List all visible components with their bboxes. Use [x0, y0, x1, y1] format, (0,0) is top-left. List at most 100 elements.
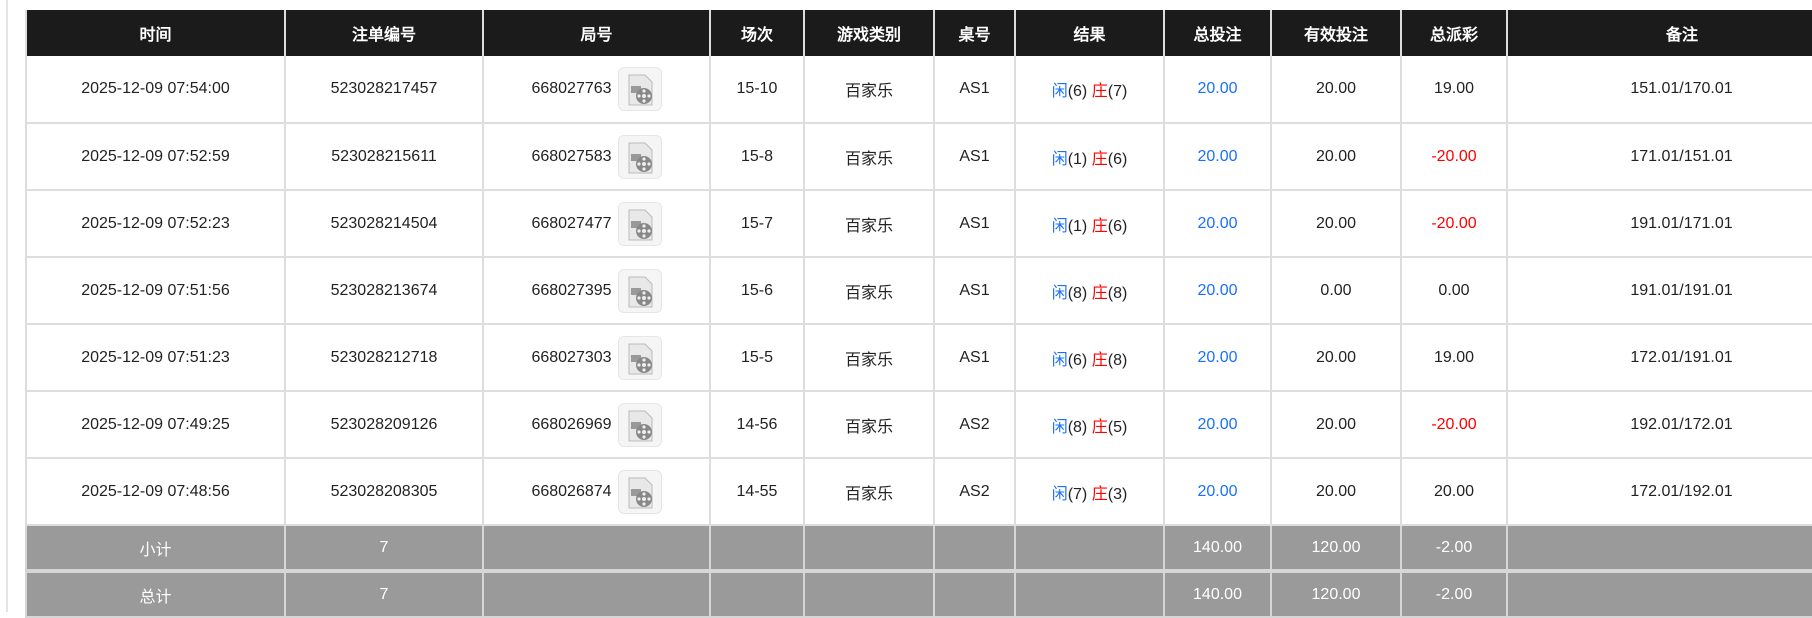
total-row: 总计 7 140.00 120.00 -2.00 — [25, 571, 1812, 618]
empty-cell — [933, 571, 1016, 618]
cell-total-bet[interactable]: 20.00 — [1163, 56, 1272, 124]
table-row: 2025-12-09 07:54:00 523028217457 6680277… — [25, 56, 1812, 124]
cell-payout: -20.00 — [1400, 391, 1508, 459]
cell-result: 闲(7) 庄(3) — [1014, 458, 1165, 526]
video-replay-icon[interactable] — [617, 134, 662, 179]
cell-shoe: 14-55 — [709, 458, 805, 526]
header-game-type[interactable]: 游戏类别 — [803, 10, 934, 56]
header-table[interactable]: 桌号 — [933, 10, 1015, 56]
cell-time: 2025-12-09 07:48:56 — [25, 458, 286, 526]
header-result[interactable]: 结果 — [1014, 10, 1164, 56]
video-replay-icon[interactable] — [617, 67, 662, 111]
player-score: (1) — [1067, 217, 1088, 235]
player-score: (1) — [1067, 150, 1088, 168]
player-label: 闲 — [1051, 351, 1068, 369]
summary-count: 7 — [284, 525, 484, 573]
cell-note: 192.01/172.01 — [1506, 391, 1812, 459]
cell-payout: -20.00 — [1400, 123, 1508, 191]
cell-round: 668027303 — [482, 324, 711, 392]
summary-payout: -2.00 — [1400, 525, 1508, 573]
cell-table: AS1 — [933, 190, 1016, 258]
player-label: 闲 — [1051, 83, 1068, 100]
cell-note: 172.01/191.01 — [1506, 324, 1812, 392]
cell-valid-bet: 20.00 — [1270, 391, 1402, 459]
cell-total-bet[interactable]: 20.00 — [1163, 123, 1272, 191]
cell-total-bet[interactable]: 20.00 — [1163, 190, 1272, 258]
cell-table: AS2 — [933, 458, 1016, 526]
cell-table: AS1 — [933, 56, 1016, 124]
header-time[interactable]: 时间 — [25, 10, 285, 56]
empty-cell — [1014, 571, 1165, 618]
cell-round: 668026969 — [482, 391, 711, 459]
cell-time: 2025-12-09 07:54:00 — [25, 56, 286, 124]
cell-bet-id: 523028208305 — [284, 458, 484, 526]
player-score: (8) — [1067, 284, 1088, 302]
cell-valid-bet: 20.00 — [1270, 123, 1402, 191]
empty-cell — [709, 525, 805, 573]
header-shoe[interactable]: 场次 — [709, 10, 804, 56]
cell-note: 171.01/151.01 — [1506, 123, 1812, 191]
cell-time: 2025-12-09 07:49:25 — [25, 391, 286, 459]
banker-label: 庄 — [1091, 351, 1108, 369]
player-label: 闲 — [1051, 284, 1068, 302]
cell-bet-id: 523028215611 — [284, 123, 484, 191]
cell-valid-bet: 20.00 — [1270, 190, 1402, 258]
player-label: 闲 — [1051, 485, 1068, 503]
summary-total-bet: 140.00 — [1163, 525, 1272, 573]
bet-history-table: 时间 注单编号 局号 场次 游戏类别 桌号 结果 总投注 有效投注 总派彩 备注 2025-12-0… — [25, 10, 1812, 618]
cell-time: 2025-12-09 07:51:56 — [25, 257, 286, 325]
banker-score: (6) — [1107, 150, 1128, 168]
page-left-border — [6, 0, 8, 612]
cell-total-bet[interactable]: 20.00 — [1163, 257, 1272, 325]
cell-note: 191.01/191.01 — [1506, 257, 1812, 325]
subtotal-row: 小计 7 140.00 120.00 -2.00 — [25, 525, 1812, 573]
round-number: 668027583 — [531, 147, 612, 165]
cell-shoe: 15-7 — [709, 190, 805, 258]
cell-bet-id: 523028213674 — [284, 257, 484, 325]
empty-cell — [933, 525, 1016, 573]
cell-bet-id: 523028212718 — [284, 324, 484, 392]
cell-game-type: 百家乐 — [803, 391, 935, 459]
summary-valid-bet: 120.00 — [1270, 571, 1402, 618]
empty-cell — [1506, 571, 1812, 618]
summary-valid-bet: 120.00 — [1270, 525, 1402, 573]
header-payout[interactable]: 总派彩 — [1400, 10, 1507, 56]
video-replay-icon[interactable] — [617, 268, 662, 313]
table-row: 2025-12-09 07:52:59 523028215611 6680275… — [25, 123, 1812, 191]
cell-result: 闲(8) 庄(8) — [1014, 257, 1165, 325]
video-replay-icon[interactable] — [617, 469, 662, 514]
header-total-bet[interactable]: 总投注 — [1163, 10, 1271, 56]
round-number: 668026969 — [531, 415, 612, 433]
table-row: 2025-12-09 07:52:23 523028214504 6680274… — [25, 190, 1812, 258]
cell-result: 闲(6) 庄(8) — [1014, 324, 1165, 392]
header-bet-id[interactable]: 注单编号 — [284, 10, 483, 56]
empty-cell — [803, 525, 935, 573]
video-replay-icon[interactable] — [617, 335, 662, 380]
cell-valid-bet: 20.00 — [1270, 56, 1402, 124]
video-replay-icon[interactable] — [617, 402, 662, 447]
banker-score: (5) — [1107, 418, 1128, 436]
cell-note: 172.01/192.01 — [1506, 458, 1812, 526]
cell-payout: -20.00 — [1400, 190, 1508, 258]
header-note[interactable]: 备注 — [1506, 10, 1812, 56]
player-score: (6) — [1067, 83, 1088, 100]
video-replay-icon[interactable] — [617, 201, 662, 246]
table-row: 2025-12-09 07:51:56 523028213674 6680273… — [25, 257, 1812, 325]
cell-total-bet[interactable]: 20.00 — [1163, 458, 1272, 526]
banker-label: 庄 — [1091, 83, 1108, 100]
banker-score: (6) — [1107, 217, 1128, 235]
header-valid-bet[interactable]: 有效投注 — [1270, 10, 1401, 56]
player-score: (8) — [1067, 418, 1088, 436]
cell-round: 668027477 — [482, 190, 711, 258]
player-score: (7) — [1067, 485, 1088, 503]
cell-total-bet[interactable]: 20.00 — [1163, 324, 1272, 392]
cell-table: AS2 — [933, 391, 1016, 459]
banker-label: 庄 — [1091, 217, 1108, 235]
cell-round: 668027395 — [482, 257, 711, 325]
cell-game-type: 百家乐 — [803, 257, 935, 325]
player-label: 闲 — [1051, 418, 1068, 436]
cell-bet-id: 523028209126 — [284, 391, 484, 459]
cell-total-bet[interactable]: 20.00 — [1163, 391, 1272, 459]
round-number: 668027395 — [531, 281, 612, 299]
header-round[interactable]: 局号 — [482, 10, 710, 56]
